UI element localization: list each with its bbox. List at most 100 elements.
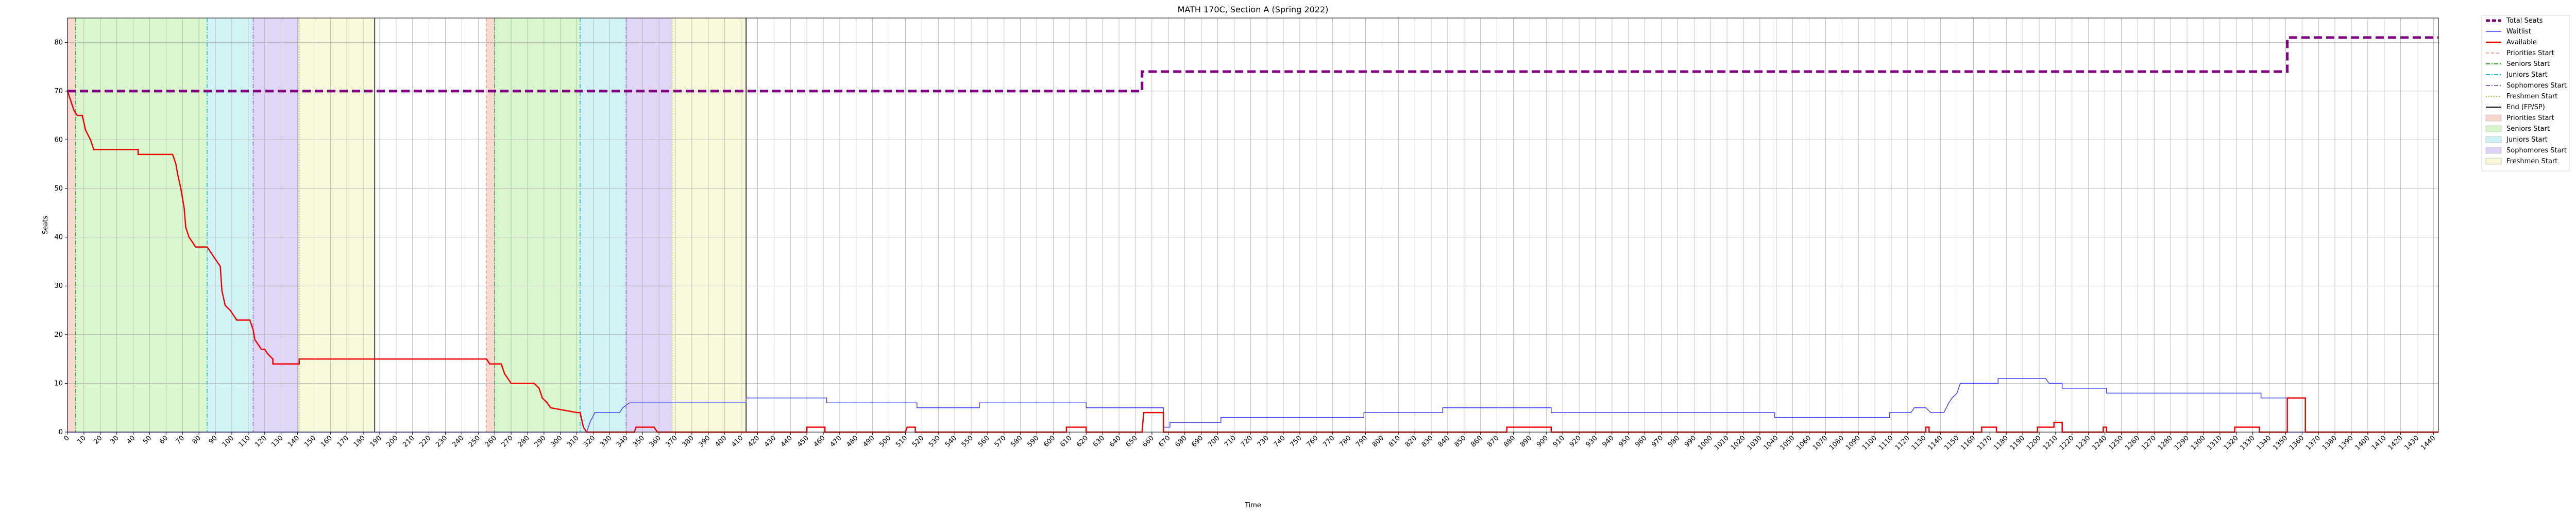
x-tick-label: 1030 [1746,434,1764,452]
chart-title: MATH 170C, Section A (Spring 2022) [1178,5,1329,14]
x-tick-label: 800 [1371,434,1385,449]
x-tick-label: 910 [1552,434,1566,449]
x-tick-label: 510 [894,434,909,449]
legend-label: Sophomores Start [2506,82,2567,90]
x-tick-label: 1020 [1730,434,1747,452]
x-tick-label: 20 [92,434,104,445]
x-tick-label: 560 [977,434,991,449]
x-tick-label: 1090 [1844,434,1862,452]
x-tick-label: 550 [960,434,975,449]
legend-swatch [2485,125,2502,132]
x-tick-label: 1400 [2354,434,2371,452]
y-tick-label: 60 [54,136,63,144]
x-tick-label: 1140 [1926,434,1944,452]
x-tick-label: 920 [1568,434,1583,449]
y-tick-label: 80 [54,39,63,46]
x-tick-label: 80 [191,434,202,445]
legend-label: Juniors Start [2506,136,2548,144]
phase-span [207,18,253,432]
x-tick-label: 760 [1305,434,1319,449]
series-line [67,378,2438,433]
x-tick-label: 640 [1108,434,1123,449]
legend-swatch [2485,114,2502,122]
legend-label: End (FP/SP) [2506,104,2545,111]
x-tick-label: 840 [1437,434,1451,449]
x-tick-label: 1220 [2058,434,2076,452]
x-tick-label: 1340 [2255,434,2273,452]
x-tick-label: 220 [418,434,432,449]
x-tick-label: 410 [730,434,744,449]
legend-label: Freshmen Start [2506,93,2557,100]
x-tick-label: 780 [1338,434,1352,449]
phase-span [67,18,76,432]
y-tick-label: 0 [59,428,63,436]
x-tick-label: 100 [221,434,235,449]
y-tick-label: 50 [54,185,63,193]
x-tick-label: 370 [665,434,679,449]
x-tick-label: 770 [1321,434,1336,449]
x-tick-label: 1370 [2304,434,2322,452]
x-tick-label: 190 [369,434,383,449]
y-tick-label: 30 [54,282,63,290]
legend-label: Sophomores Start [2506,147,2567,154]
x-tick-label: 180 [352,434,367,449]
x-tick-label: 540 [944,434,958,449]
x-tick-label: 490 [861,434,876,449]
x-tick-label: 130 [270,434,284,449]
legend-label: Seniors Start [2506,60,2550,68]
y-tick-label: 10 [54,380,63,387]
x-tick-label: 1350 [2272,434,2289,452]
x-tick-label: 1410 [2370,434,2388,452]
x-tick-label: 1120 [1894,434,1911,452]
x-tick-label: 620 [1075,434,1090,449]
x-tick-label: 360 [648,434,663,449]
legend-label: Priorities Start [2506,49,2554,57]
x-tick-label: 160 [319,434,334,449]
x-tick-label: 480 [845,434,859,449]
x-tick-label: 30 [109,434,120,445]
x-tick-label: 1330 [2239,434,2256,452]
x-tick-label: 960 [1634,434,1648,449]
x-tick-label: 710 [1223,434,1238,449]
x-tick-label: 380 [681,434,696,449]
x-tick-label: 660 [1141,434,1156,449]
x-tick-label: 10 [76,434,87,445]
phase-span [580,18,626,432]
x-tick-label: 670 [1157,434,1172,449]
x-tick-label: 1240 [2091,434,2108,452]
x-tick-label: 1380 [2321,434,2338,452]
x-tick-label: 330 [599,434,613,449]
x-tick-label: 1150 [1943,434,1960,452]
x-tick-label: 1110 [1877,434,1895,452]
x-tick-label: 530 [927,434,942,449]
x-tick-label: 1040 [1762,434,1780,452]
legend-label: Juniors Start [2506,71,2548,79]
legend-label: Waitlist [2506,28,2531,36]
legend: Total Seats Waitlist Available Priorities S… [2481,15,2570,171]
series-line [66,91,2438,433]
x-tick-label: 420 [747,434,761,449]
x-tick-label: 700 [1207,434,1221,449]
legend-swatch [2485,136,2502,143]
x-tick-label: 610 [1059,434,1073,449]
x-tick-label: 200 [385,434,400,449]
x-tick-label: 320 [582,434,597,449]
x-tick-label: 890 [1519,434,1533,449]
x-tick-label: 1190 [2009,434,2026,452]
y-axis-label: Seats [42,216,49,234]
x-tick-label: 520 [911,434,925,449]
x-tick-label: 680 [1174,434,1188,449]
x-axis-label: Time [1244,502,1261,509]
x-tick-label: 940 [1601,434,1616,449]
x-tick-label: 600 [1042,434,1057,449]
x-tick-label: 110 [237,434,251,449]
x-tick-label: 1310 [2206,434,2224,452]
x-tick-label: 120 [253,434,268,449]
x-tick-label: 1210 [2042,434,2059,452]
x-tick-label: 1420 [2386,434,2404,452]
x-tick-label: 900 [1535,434,1550,449]
x-tick-label: 1440 [2419,434,2437,452]
x-tick-label: 1180 [1992,434,2010,452]
x-tick-label: 280 [517,434,531,449]
